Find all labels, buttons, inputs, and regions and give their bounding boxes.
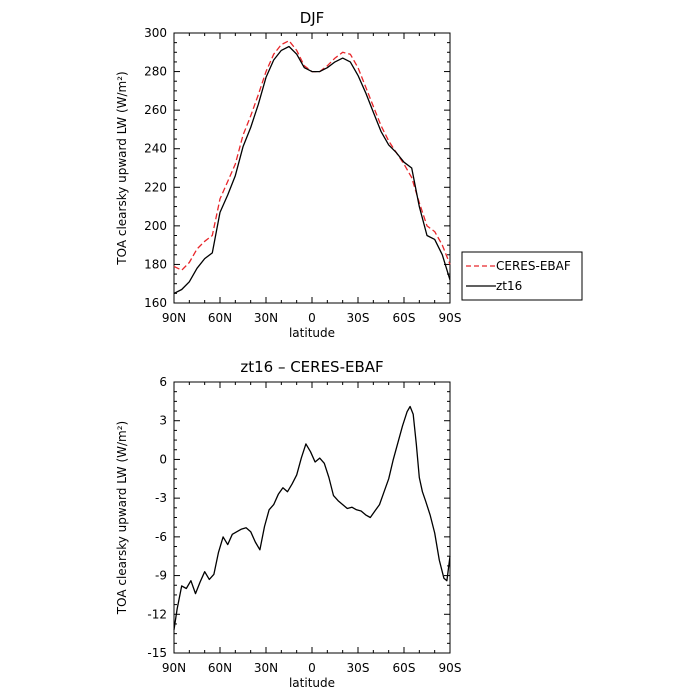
chart-panel-2: zt16 – CERES-EBAF 90N 60N 30N 0 30S 60S 90S -15 -… [115, 358, 461, 690]
x-tick-label: 60N [208, 661, 232, 675]
y-tick-label: 3 [159, 414, 167, 428]
x-tick-label: 30N [254, 311, 278, 325]
y-tick-label: -6 [155, 530, 167, 544]
y-axis-label: TOA clearsky upward LW (W/m²) [115, 421, 129, 615]
y-tick-label: -12 [147, 607, 167, 621]
legend-box [461, 251, 583, 301]
x-tick-label: 90S [439, 661, 462, 675]
series-line-1 [173, 405, 451, 630]
x-axis-label: latitude [289, 676, 335, 690]
y-tick-label: 180 [144, 257, 167, 271]
y-tick-label: 0 [159, 452, 167, 466]
y-axis-label: TOA clearsky upward LW (W/m²) [115, 71, 129, 265]
y-tick-label: -15 [147, 646, 167, 660]
x-tick-label: 60N [208, 311, 232, 325]
y-tick-label: -9 [155, 569, 167, 583]
x-tick-label: 30N [254, 661, 278, 675]
y-tick-label: 220 [144, 180, 167, 194]
legend: CERES-EBAF zt16 [461, 251, 583, 301]
plot-frame [173, 381, 451, 654]
legend-label: zt16 [496, 279, 522, 293]
y-tick-label: 160 [144, 296, 167, 310]
series-line-2 [173, 45, 451, 294]
x-axis-label: latitude [289, 326, 335, 340]
y-tick-label: 260 [144, 103, 167, 117]
y-tick-label: 300 [144, 26, 167, 40]
x-tick-label: 90N [162, 311, 186, 325]
chart-panel-1: DJF 90N 60N 30N 0 30S 60S 90S 160 180 200 220 240 260… [115, 9, 583, 340]
x-tick-label: 0 [308, 311, 316, 325]
x-tick-label: 30S [347, 661, 370, 675]
x-tick-label: 60S [393, 661, 416, 675]
chart-title: zt16 – CERES-EBAF [240, 358, 383, 376]
y-tick-label: 280 [144, 65, 167, 79]
y-tick-label: 200 [144, 219, 167, 233]
x-tick-label: 90N [162, 661, 186, 675]
y-tick-label: 6 [159, 375, 167, 389]
y-tick-label: -3 [155, 491, 167, 505]
y-tick-label: 240 [144, 142, 167, 156]
x-tick-label: 0 [308, 661, 316, 675]
legend-label: CERES-EBAF [496, 259, 571, 273]
x-tick-label: 30S [347, 311, 370, 325]
x-tick-label: 60S [393, 311, 416, 325]
chart-title: DJF [300, 9, 325, 27]
plot-frame [173, 32, 451, 304]
x-tick-label: 90S [439, 311, 462, 325]
